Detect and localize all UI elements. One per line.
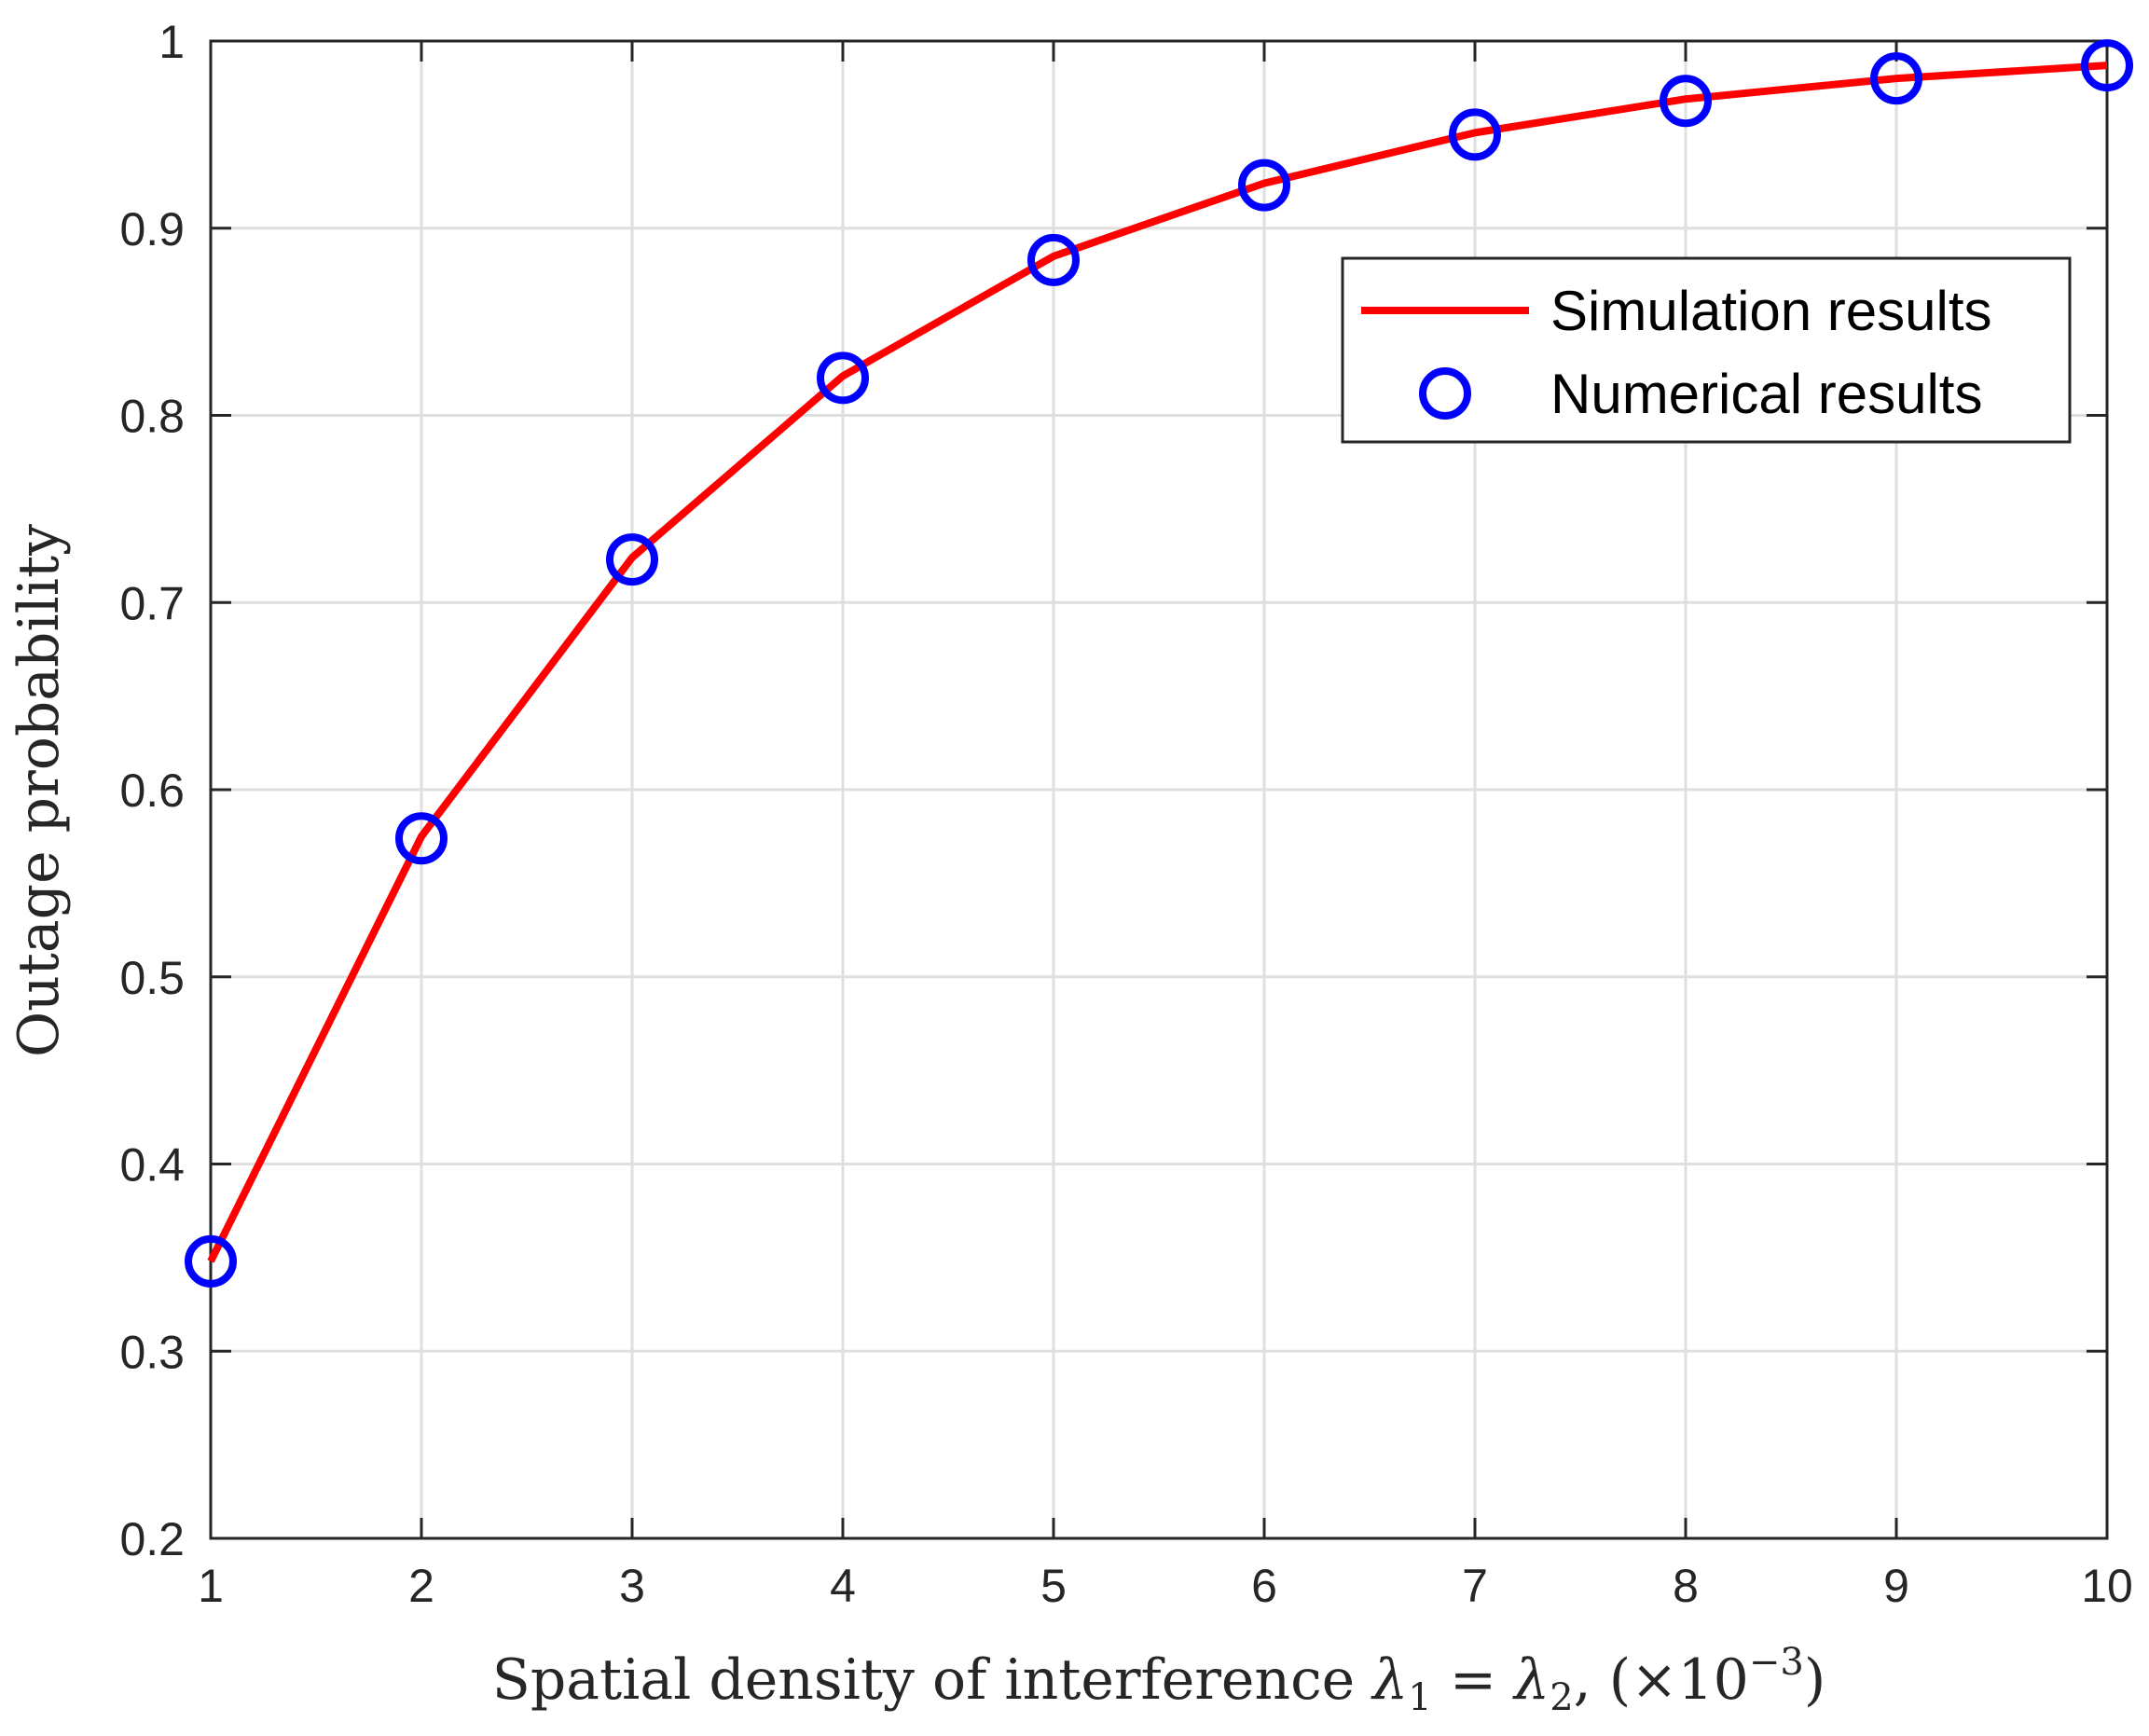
x-tick-label: 3 bbox=[619, 1560, 645, 1612]
numerical-results-marker bbox=[817, 351, 869, 405]
x-tick-label: 1 bbox=[198, 1560, 224, 1612]
numerical-results-marker bbox=[2081, 39, 2133, 92]
y-tick-label: 0.9 bbox=[119, 203, 185, 255]
legend-label-simulation: Simulation results bbox=[1550, 280, 1992, 342]
data-series bbox=[185, 39, 2133, 1288]
y-tick-label: 0.2 bbox=[119, 1513, 185, 1565]
x-tick-label: 9 bbox=[1883, 1560, 1909, 1612]
numerical-results-marker bbox=[395, 812, 448, 865]
y-tick-label: 0.4 bbox=[119, 1139, 185, 1192]
simulation-results-line bbox=[207, 62, 2108, 1263]
y-axis-title: Outage probability bbox=[7, 524, 72, 1057]
legend-label-numerical: Numerical results bbox=[1550, 363, 1982, 425]
legend-marker-sample bbox=[1419, 367, 1471, 420]
x-tick-label: 7 bbox=[1462, 1560, 1488, 1612]
x-tick-label: 4 bbox=[830, 1560, 856, 1612]
numerical-results-marker bbox=[1870, 52, 1922, 105]
x-tick-label: 8 bbox=[1673, 1560, 1699, 1612]
numerical-results-marker bbox=[1449, 108, 1501, 161]
y-tick-labels: 0.2 0.3 0.4 0.5 0.6 0.7 0.8 0.9 1 bbox=[119, 16, 185, 1565]
x-tick-label: 5 bbox=[1040, 1560, 1067, 1612]
x-tick-labels: 1 2 3 4 5 6 7 8 9 10 bbox=[198, 1560, 2133, 1612]
numerical-results-marker bbox=[1660, 75, 1712, 128]
numerical-results-marker bbox=[606, 533, 658, 586]
legend: Simulation results Numerical results bbox=[1341, 256, 2072, 444]
x-tick-label: 10 bbox=[2081, 1560, 2133, 1612]
x-tick-label: 2 bbox=[408, 1560, 434, 1612]
x-tick-label: 6 bbox=[1251, 1560, 1277, 1612]
y-tick-label: 0.6 bbox=[119, 765, 185, 817]
x-axis-title: Spatial density of interference λ1 = λ2,… bbox=[492, 1641, 1825, 1719]
numerical-results-marker bbox=[1027, 233, 1080, 286]
y-tick-label: 0.7 bbox=[119, 577, 185, 629]
y-tick-label: 0.8 bbox=[119, 391, 185, 443]
numerical-results-marker bbox=[1238, 158, 1290, 212]
axis-ticks bbox=[209, 39, 2109, 1540]
y-tick-label: 0.3 bbox=[119, 1326, 185, 1378]
y-tick-label: 1 bbox=[158, 16, 185, 68]
y-tick-label: 0.5 bbox=[119, 952, 185, 1004]
numerical-results-marker bbox=[185, 1234, 237, 1288]
